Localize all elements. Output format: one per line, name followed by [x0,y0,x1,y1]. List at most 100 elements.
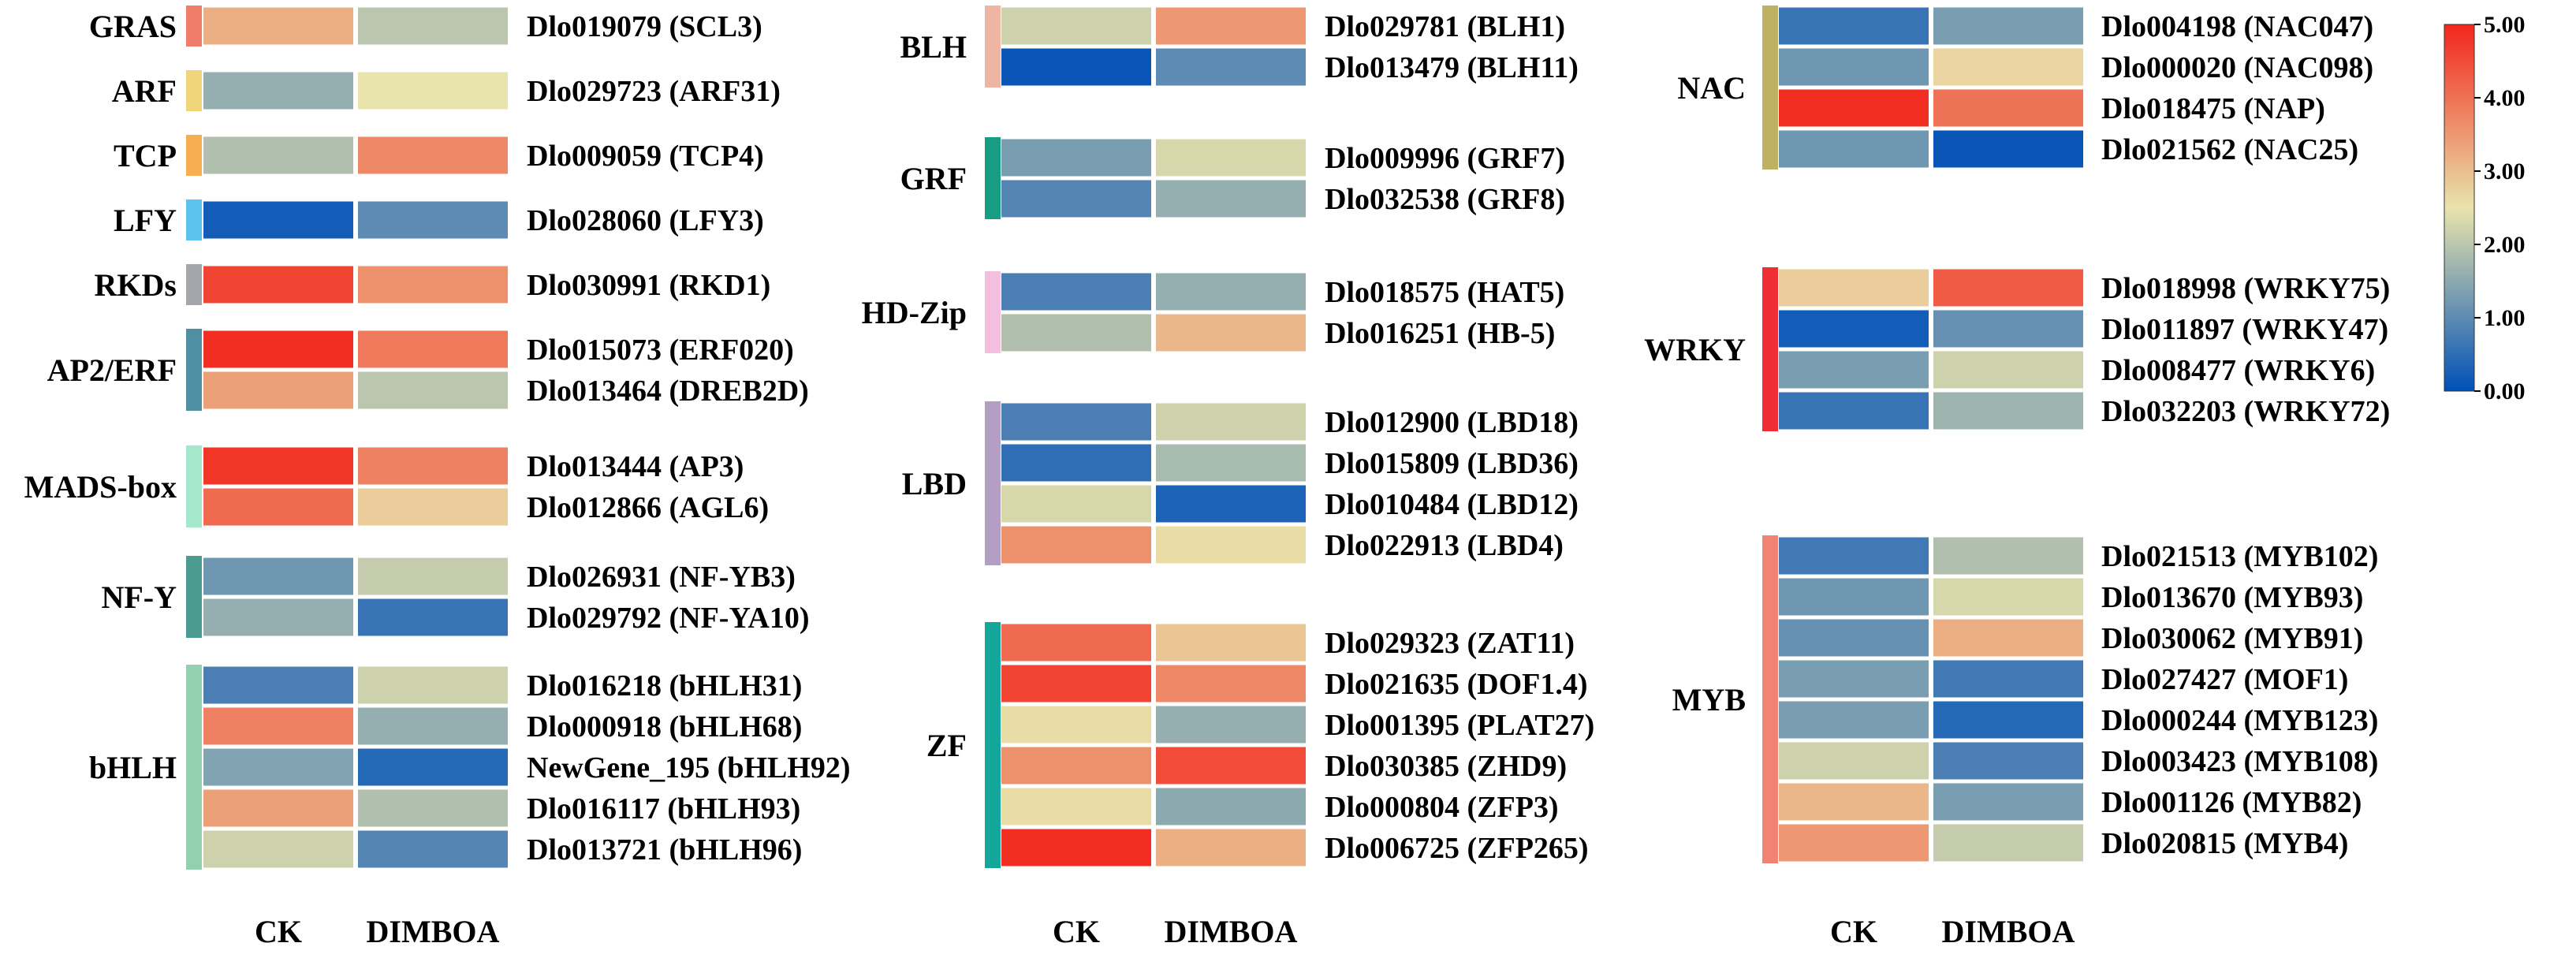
gene-label: Dlo008477 (WRKY6) [2101,354,2375,387]
gene-row: Dlo009059 (TCP4) [203,136,764,174]
family-label: bHLH [89,750,177,785]
gene-label: Dlo018998 (WRKY75) [2101,272,2390,305]
gene-row: Dlo016117 (bHLH93) [203,789,800,827]
gene-label: NewGene_195 (bHLH92) [527,751,851,785]
gene-label: Dlo010484 (LBD12) [1325,488,1579,521]
heatmap-cell [1933,824,2083,862]
heatmap-cell [358,136,508,174]
family-group: NAC Dlo004198 (NAC047) Dlo000020 (NAC098) D… [1677,6,2373,170]
gene-label: Dlo018475 (NAP) [2101,92,2325,125]
gene-row: Dlo018998 (WRKY75) [1779,269,2390,307]
family-group: GRAS Dlo019079 (SCL3) [89,6,762,47]
family-label: TCP [114,138,177,173]
column-label: DIMBOA [1165,914,1298,949]
heatmap-panel-1: GRAS Dlo019079 (SCL3) ARF Dlo029723 (ARF31)… [24,6,851,949]
gene-label: Dlo020815 (MYB4) [2101,827,2348,860]
gene-row: Dlo000244 (MYB123) [1779,701,2378,739]
heatmap-cell [1001,48,1151,86]
heatmap-cell [358,447,508,485]
gene-row: Dlo032203 (WRKY72) [1779,392,2390,430]
gene-label: Dlo026931 (NF-YB3) [527,561,796,594]
gene-row: Dlo016251 (HB-5) [1001,314,1555,352]
family-group: BLH Dlo029781 (BLH1) Dlo013479 (BLH11) [900,6,1579,88]
family-label: ARF [112,73,177,109]
gene-label: Dlo001395 (PLAT27) [1325,709,1594,742]
heatmap-cell [1933,89,2083,127]
color-scale-tick-label: 1.00 [2484,305,2526,331]
gene-label: Dlo016251 (HB-5) [1325,317,1555,350]
gene-row: Dlo029792 (NF-YA10) [203,598,810,636]
gene-row: Dlo030062 (MYB91) [1779,619,2363,657]
gene-row: Dlo000020 (NAC098) [1779,48,2373,86]
heatmap-cell [1779,537,1929,575]
gene-row: Dlo010484 (LBD12) [1001,485,1579,523]
heatmap-cell [1156,314,1306,352]
gene-row: Dlo000918 (bHLH68) [203,707,802,745]
heatmap-cell [203,830,353,868]
gene-row: Dlo018475 (NAP) [1779,89,2325,127]
gene-label: Dlo000804 (ZFP3) [1325,791,1559,824]
heatmap-cell [1779,130,1929,168]
gene-label: Dlo013444 (AP3) [527,450,744,483]
heatmap-cell [203,330,353,368]
gene-label: Dlo009059 (TCP4) [527,140,764,173]
column-label: CK [1053,914,1100,949]
family-group: NF-Y Dlo026931 (NF-YB3) Dlo029792 (NF-YA10… [101,556,810,638]
family-color-strip [985,137,1001,219]
family-color-strip [1762,267,1778,431]
family-color-strip [1762,6,1778,170]
heatmap-cell [1156,444,1306,482]
gene-row: Dlo021513 (MYB102) [1779,537,2378,575]
gene-row: Dlo000804 (ZFP3) [1001,788,1559,826]
gene-label: Dlo004198 (NAC047) [2101,10,2373,43]
gene-row: Dlo022913 (LBD4) [1001,526,1564,564]
heatmap-cell [1156,180,1306,218]
heatmap-cell [1933,351,2083,389]
column-label: DIMBOA [1942,914,2075,949]
gene-label: Dlo018575 (HAT5) [1325,276,1564,309]
family-label: NF-Y [101,580,177,615]
gene-row: Dlo013721 (bHLH96) [203,830,802,868]
heatmap-cell [1001,273,1151,311]
family-color-strip [186,329,202,411]
heatmap-cell [1001,747,1151,785]
column-label: CK [1830,914,1877,949]
gene-label: Dlo012866 (AGL6) [527,491,769,524]
gene-row: Dlo019079 (SCL3) [203,7,762,45]
heatmap-cell [1933,7,2083,45]
family-label: LFY [114,203,177,238]
gene-label: Dlo016218 (bHLH31) [527,669,802,703]
heatmap-cell [358,488,508,526]
gene-label: Dlo032203 (WRKY72) [2101,395,2390,428]
heatmap-cell [1001,829,1151,867]
gene-row: Dlo027427 (MOF1) [1779,660,2348,698]
family-group: ZF Dlo029323 (ZAT11) Dlo021635 (DOF1.4) Dlo… [926,622,1594,868]
heatmap-cell [1933,578,2083,616]
heatmap-cell [1001,7,1151,45]
heatmap-panel-2: BLH Dlo029781 (BLH1) Dlo013479 (BLH11) GRF D… [862,6,1594,949]
heatmap-cell [358,7,508,45]
heatmap-cell [1001,526,1151,564]
heatmap-cell [203,557,353,595]
gene-label: Dlo027427 (MOF1) [2101,663,2348,696]
heatmap-cell [203,266,353,304]
family-label: HD-Zip [862,295,967,330]
heatmap-cell [358,72,508,110]
family-group: ARF Dlo029723 (ARF31) [112,70,781,111]
heatmap-cell [1779,48,1929,86]
heatmap-cell [1001,180,1151,218]
heatmap-cell [358,707,508,745]
heatmap-cell [1933,537,2083,575]
heatmap-panels: GRAS Dlo019079 (SCL3) ARF Dlo029723 (ARF31)… [24,6,2390,949]
family-label: AP2/ERF [47,352,177,388]
gene-row: Dlo009996 (GRF7) [1001,139,1565,177]
family-group: AP2/ERF Dlo015073 (ERF020) Dlo013464 (DREB… [47,329,809,411]
family-group: bHLH Dlo016218 (bHLH31) Dlo000918 (bHLH68)… [89,665,851,870]
color-scale-tick-label: 5.00 [2484,12,2526,38]
family-group: WRKY Dlo018998 (WRKY75) Dlo011897 (WRKY47)… [1644,267,2390,431]
color-scale-tick-label: 4.00 [2484,85,2526,111]
gene-row: Dlo030991 (RKD1) [203,266,770,304]
heatmap-cell [358,371,508,409]
gene-label: Dlo000020 (NAC098) [2101,51,2373,84]
color-scale-tick-label: 0.00 [2484,378,2526,404]
